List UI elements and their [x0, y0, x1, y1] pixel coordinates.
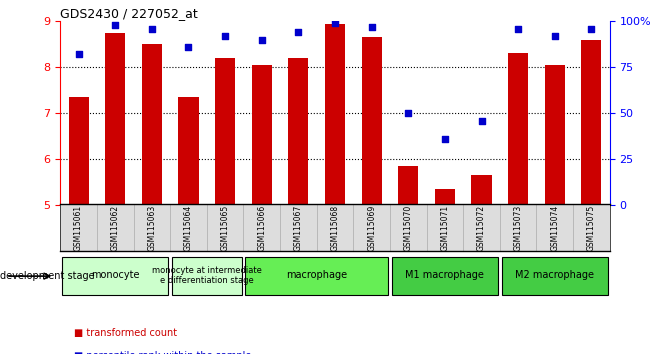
Text: development stage: development stage — [0, 271, 94, 281]
Text: GSM115074: GSM115074 — [550, 204, 559, 251]
Point — [549, 33, 560, 39]
Point — [73, 52, 84, 57]
Point — [183, 44, 194, 50]
Text: GSM115065: GSM115065 — [220, 204, 230, 251]
Point — [110, 22, 121, 28]
Text: monocyte: monocyte — [91, 270, 139, 280]
Bar — [435, 189, 455, 205]
Text: GSM115071: GSM115071 — [440, 204, 450, 251]
Bar — [325, 24, 345, 205]
Bar — [582, 40, 602, 205]
Text: GSM115066: GSM115066 — [257, 204, 266, 251]
FancyBboxPatch shape — [392, 257, 498, 295]
Bar — [472, 175, 492, 205]
Point — [293, 29, 304, 35]
Bar — [252, 65, 272, 205]
Bar — [178, 97, 198, 205]
Text: GSM115070: GSM115070 — [404, 204, 413, 251]
Point — [330, 20, 340, 26]
Point — [586, 26, 597, 32]
Point — [366, 24, 377, 30]
Point — [440, 136, 450, 142]
Text: GSM115068: GSM115068 — [330, 204, 340, 251]
Bar — [362, 37, 382, 205]
Text: M2 macrophage: M2 macrophage — [515, 270, 594, 280]
Point — [220, 33, 230, 39]
Point — [257, 37, 267, 42]
Text: GSM115072: GSM115072 — [477, 204, 486, 251]
Bar — [398, 166, 418, 205]
Text: macrophage: macrophage — [286, 270, 347, 280]
Text: GSM115075: GSM115075 — [587, 204, 596, 251]
Text: GSM115062: GSM115062 — [111, 204, 120, 251]
Text: GSM115069: GSM115069 — [367, 204, 376, 251]
Bar — [142, 44, 162, 205]
Bar — [68, 97, 88, 205]
Point — [403, 110, 413, 116]
Bar — [508, 53, 528, 205]
FancyBboxPatch shape — [245, 257, 388, 295]
Text: M1 macrophage: M1 macrophage — [405, 270, 484, 280]
FancyBboxPatch shape — [502, 257, 608, 295]
Text: monocyte at intermediate
e differentiation stage: monocyte at intermediate e differentiati… — [152, 266, 262, 285]
Point — [476, 118, 487, 124]
Point — [147, 26, 157, 32]
Bar — [105, 33, 125, 205]
Text: GSM115063: GSM115063 — [147, 204, 156, 251]
FancyBboxPatch shape — [62, 257, 168, 295]
Text: GSM115067: GSM115067 — [294, 204, 303, 251]
Text: ■ percentile rank within the sample: ■ percentile rank within the sample — [74, 351, 251, 354]
Text: GSM115073: GSM115073 — [514, 204, 523, 251]
Bar — [545, 65, 565, 205]
FancyBboxPatch shape — [172, 257, 242, 295]
Bar — [288, 58, 308, 205]
Bar — [215, 58, 235, 205]
Text: GDS2430 / 227052_at: GDS2430 / 227052_at — [60, 7, 198, 20]
Point — [513, 26, 523, 32]
Text: ■ transformed count: ■ transformed count — [74, 328, 177, 338]
Text: GSM115064: GSM115064 — [184, 204, 193, 251]
Text: GSM115061: GSM115061 — [74, 204, 83, 251]
